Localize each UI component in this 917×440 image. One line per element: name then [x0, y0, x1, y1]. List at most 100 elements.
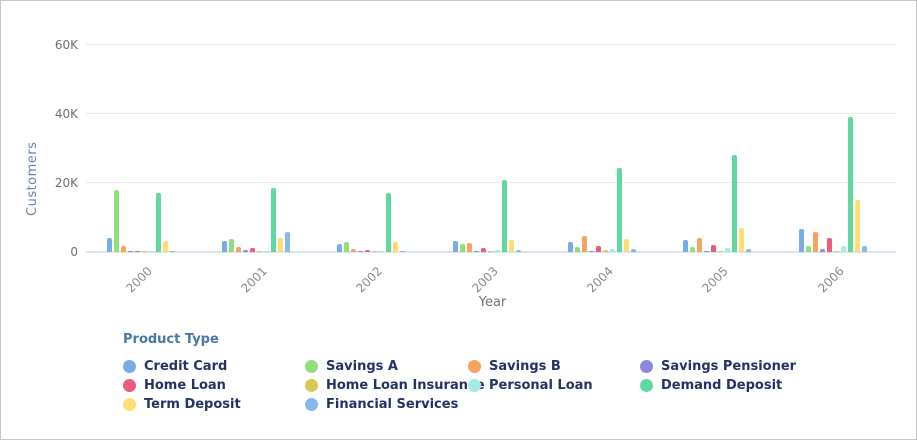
bar-term-deposit-2005[interactable] [739, 227, 745, 252]
legend-item-home-loan[interactable]: Home Loan [123, 378, 305, 393]
bar-savings-pensioner-2003[interactable] [473, 251, 479, 252]
bar-home-loan-2003[interactable] [480, 247, 486, 252]
bar-term-deposit-2000[interactable] [162, 240, 168, 252]
bar-savings-b-2006[interactable] [812, 232, 818, 252]
bar-credit-card-2006[interactable] [798, 229, 804, 252]
bar-home-loan-2006[interactable] [826, 238, 832, 252]
bar-home-loan-2004[interactable] [596, 245, 602, 252]
bar-savings-b-2004[interactable] [582, 236, 588, 252]
bar-savings-a-2002[interactable] [344, 242, 350, 252]
bar-financial-services-2002[interactable] [400, 250, 406, 252]
x-axis-title: Year [478, 295, 507, 310]
legend-item-financial-services[interactable]: Financial Services [305, 397, 468, 412]
bar-savings-pensioner-2001[interactable] [243, 249, 249, 252]
legend-item-credit-card[interactable]: Credit Card [123, 359, 305, 374]
bar-financial-services-2004[interactable] [631, 249, 637, 252]
bar-savings-pensioner-2004[interactable] [589, 251, 595, 252]
bar-savings-pensioner-2005[interactable] [704, 250, 710, 252]
bar-home-loan-insurance-2005[interactable] [718, 251, 724, 252]
bar-demand-deposit-2000[interactable] [155, 193, 161, 252]
legend-item-term-deposit[interactable]: Term Deposit [123, 397, 305, 412]
x-tick-label: 2002 [353, 264, 386, 296]
gridline [86, 182, 896, 183]
gridline [86, 113, 896, 114]
bar-credit-card-2002[interactable] [337, 244, 343, 252]
legend-item-label: Savings B [489, 359, 561, 374]
bar-personal-loan-2004[interactable] [610, 249, 616, 252]
bar-credit-card-2000[interactable] [106, 238, 112, 252]
bar-savings-a-2006[interactable] [805, 245, 811, 252]
y-tick-label: 40K [54, 107, 78, 121]
bar-demand-deposit-2002[interactable] [386, 193, 392, 252]
bar-personal-loan-2002[interactable] [379, 251, 385, 252]
bar-term-deposit-2006[interactable] [854, 200, 860, 252]
bar-home-loan-insurance-2001[interactable] [257, 251, 263, 252]
bar-term-deposit-2003[interactable] [508, 240, 514, 252]
bar-home-loan-insurance-2004[interactable] [603, 250, 609, 252]
bar-savings-b-2005[interactable] [697, 237, 703, 252]
bar-savings-b-2000[interactable] [120, 246, 126, 252]
y-tick-label: 20K [54, 176, 78, 190]
bar-home-loan-insurance-2002[interactable] [372, 251, 378, 252]
bar-home-loan-2000[interactable] [134, 250, 140, 252]
bar-term-deposit-2001[interactable] [278, 237, 284, 252]
bar-credit-card-2005[interactable] [683, 240, 689, 252]
bar-savings-a-2001[interactable] [229, 238, 235, 252]
bar-savings-a-2000[interactable] [113, 189, 119, 252]
x-tick-label: 2000 [123, 264, 155, 296]
bar-financial-services-2001[interactable] [285, 232, 291, 252]
x-tick-label: 2003 [469, 264, 501, 296]
bar-savings-b-2003[interactable] [466, 243, 472, 252]
bar-home-loan-insurance-2003[interactable] [487, 251, 493, 252]
bar-home-loan-2002[interactable] [365, 249, 371, 252]
home-loan-swatch-icon [123, 379, 136, 392]
financial-services-swatch-icon [305, 398, 318, 411]
bar-term-deposit-2004[interactable] [624, 238, 630, 252]
bar-credit-card-2004[interactable] [568, 242, 574, 252]
bar-savings-b-2002[interactable] [351, 248, 357, 252]
bar-home-loan-insurance-2000[interactable] [141, 251, 147, 252]
bar-demand-deposit-2004[interactable] [617, 167, 623, 252]
legend-item-savings-a[interactable]: Savings A [305, 359, 468, 374]
legend-items: Credit Card Savings A Savings B Savings Pen… [123, 357, 883, 414]
bar-savings-b-2001[interactable] [236, 247, 242, 252]
legend-item-demand-deposit[interactable]: Demand Deposit [640, 378, 883, 393]
bar-home-loan-insurance-2006[interactable] [833, 251, 839, 252]
bar-demand-deposit-2005[interactable] [732, 154, 738, 252]
legend-item-savings-pensioner[interactable]: Savings Pensioner [640, 359, 883, 374]
demand-deposit-swatch-icon [640, 379, 653, 392]
bar-savings-a-2004[interactable] [575, 246, 581, 252]
bar-home-loan-2005[interactable] [711, 244, 717, 252]
bar-personal-loan-2005[interactable] [725, 247, 731, 252]
bar-personal-loan-2003[interactable] [494, 249, 500, 252]
bar-financial-services-2000[interactable] [169, 251, 175, 252]
bar-savings-pensioner-2006[interactable] [819, 248, 825, 252]
bar-financial-services-2003[interactable] [515, 250, 521, 252]
bar-savings-pensioner-2002[interactable] [358, 251, 364, 252]
bar-demand-deposit-2003[interactable] [501, 179, 507, 252]
bar-term-deposit-2002[interactable] [393, 241, 399, 252]
legend-item-label: Term Deposit [144, 397, 241, 412]
legend-title: Product Type [123, 332, 219, 347]
bar-personal-loan-2006[interactable] [840, 246, 846, 252]
bar-personal-loan-2000[interactable] [148, 251, 154, 252]
bar-demand-deposit-2006[interactable] [847, 117, 853, 252]
bar-credit-card-2001[interactable] [222, 240, 228, 252]
legend-item-label: Savings A [326, 359, 398, 374]
y-tick-label: 60K [54, 38, 78, 52]
bar-financial-services-2006[interactable] [861, 246, 867, 252]
bar-savings-a-2003[interactable] [459, 243, 465, 252]
legend-item-savings-b[interactable]: Savings B [468, 359, 640, 374]
bar-demand-deposit-2001[interactable] [271, 187, 277, 252]
legend-item-personal-loan[interactable]: Personal Loan [468, 378, 640, 393]
bar-personal-loan-2001[interactable] [264, 251, 270, 252]
legend-item-label: Home Loan Insurance [326, 378, 485, 393]
legend-item-home-loan-insurance[interactable]: Home Loan Insurance [305, 378, 485, 393]
bar-home-loan-2001[interactable] [250, 248, 256, 252]
bar-financial-services-2005[interactable] [746, 248, 752, 252]
bar-savings-a-2005[interactable] [690, 247, 696, 252]
bar-credit-card-2003[interactable] [452, 241, 458, 252]
bar-savings-pensioner-2000[interactable] [127, 251, 133, 252]
legend-item-label: Credit Card [144, 359, 228, 374]
gridline [86, 44, 896, 45]
